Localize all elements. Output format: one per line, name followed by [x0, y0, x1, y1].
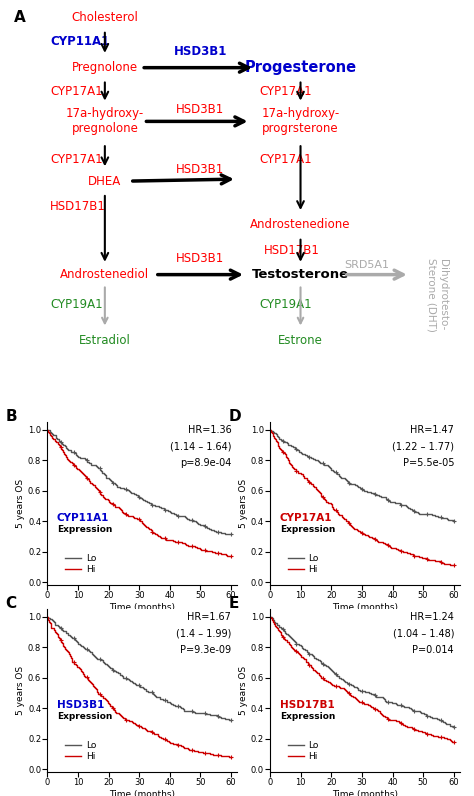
Text: HSD3B1: HSD3B1: [173, 45, 227, 58]
Text: (1.14 – 1.64): (1.14 – 1.64): [170, 442, 231, 451]
Y-axis label: 5 years OS: 5 years OS: [239, 666, 248, 715]
Text: HSD3B1: HSD3B1: [176, 252, 225, 265]
Text: Expression: Expression: [280, 712, 335, 720]
Text: P=0.014: P=0.014: [412, 645, 454, 655]
Text: Expression: Expression: [280, 525, 335, 533]
Text: Cholesterol: Cholesterol: [72, 11, 138, 25]
Text: Estradiol: Estradiol: [79, 334, 131, 347]
Legend: Lo, Hi: Lo, Hi: [62, 737, 100, 764]
Text: CYP11A1: CYP11A1: [50, 35, 109, 49]
Text: P=9.3e-09: P=9.3e-09: [180, 645, 231, 655]
Text: (1.04 – 1.48): (1.04 – 1.48): [392, 629, 454, 638]
Text: HR=1.47: HR=1.47: [410, 425, 454, 435]
X-axis label: Time (months): Time (months): [109, 603, 175, 612]
X-axis label: Time (months): Time (months): [332, 790, 398, 796]
Y-axis label: 5 years OS: 5 years OS: [16, 666, 25, 715]
X-axis label: Time (months): Time (months): [109, 790, 175, 796]
Text: P=5.5e-05: P=5.5e-05: [402, 458, 454, 468]
Legend: Lo, Hi: Lo, Hi: [284, 737, 322, 764]
Text: Estrone: Estrone: [278, 334, 323, 347]
Text: (1.4 – 1.99): (1.4 – 1.99): [176, 629, 231, 638]
Legend: Lo, Hi: Lo, Hi: [62, 550, 100, 577]
Text: CYP17A1: CYP17A1: [50, 85, 103, 98]
Text: SRD5A1: SRD5A1: [344, 259, 389, 270]
X-axis label: Time (months): Time (months): [332, 603, 398, 612]
Text: 17a-hydroxy-
progrsterone: 17a-hydroxy- progrsterone: [261, 107, 340, 135]
Text: Progesterone: Progesterone: [245, 60, 356, 75]
Text: CYP19A1: CYP19A1: [50, 298, 103, 311]
Text: E: E: [228, 596, 239, 611]
Text: CYP17A1: CYP17A1: [260, 85, 312, 98]
Text: Testosterone: Testosterone: [252, 268, 349, 281]
Text: Expression: Expression: [57, 525, 112, 533]
Text: Androstenedione: Androstenedione: [250, 218, 351, 232]
Text: HR=1.36: HR=1.36: [188, 425, 231, 435]
Text: HSD3B1: HSD3B1: [176, 103, 225, 116]
Text: CYP17A1: CYP17A1: [50, 153, 103, 166]
Text: C: C: [6, 596, 17, 611]
Text: DHEA: DHEA: [88, 174, 121, 188]
Text: CYP17A1: CYP17A1: [280, 513, 332, 523]
Text: HSD17B1: HSD17B1: [280, 700, 335, 710]
Text: HR=1.24: HR=1.24: [410, 612, 454, 622]
Text: Expression: Expression: [57, 712, 112, 720]
Text: HSD3B1: HSD3B1: [57, 700, 104, 710]
Text: Dihydrotesto-
Sterone (DHT): Dihydrotesto- Sterone (DHT): [426, 258, 448, 331]
Y-axis label: 5 years OS: 5 years OS: [239, 479, 248, 528]
Text: (1.22 – 1.77): (1.22 – 1.77): [392, 442, 454, 451]
Text: B: B: [6, 409, 18, 423]
Text: Pregnolone: Pregnolone: [72, 61, 138, 74]
Text: HSD17B1: HSD17B1: [50, 200, 106, 213]
Text: CYP17A1: CYP17A1: [260, 153, 312, 166]
Text: HSD3B1: HSD3B1: [176, 162, 225, 176]
Y-axis label: 5 years OS: 5 years OS: [16, 479, 25, 528]
Legend: Lo, Hi: Lo, Hi: [284, 550, 322, 577]
Text: D: D: [228, 409, 241, 423]
Text: p=8.9e-04: p=8.9e-04: [180, 458, 231, 468]
Text: CYP19A1: CYP19A1: [260, 298, 312, 311]
Text: A: A: [14, 10, 26, 25]
Text: CYP11A1: CYP11A1: [57, 513, 109, 523]
Text: Androstenediol: Androstenediol: [60, 268, 149, 281]
Text: 17a-hydroxy-
pregnolone: 17a-hydroxy- pregnolone: [66, 107, 144, 135]
Text: HSD17B1: HSD17B1: [264, 244, 320, 257]
Text: HR=1.67: HR=1.67: [187, 612, 231, 622]
